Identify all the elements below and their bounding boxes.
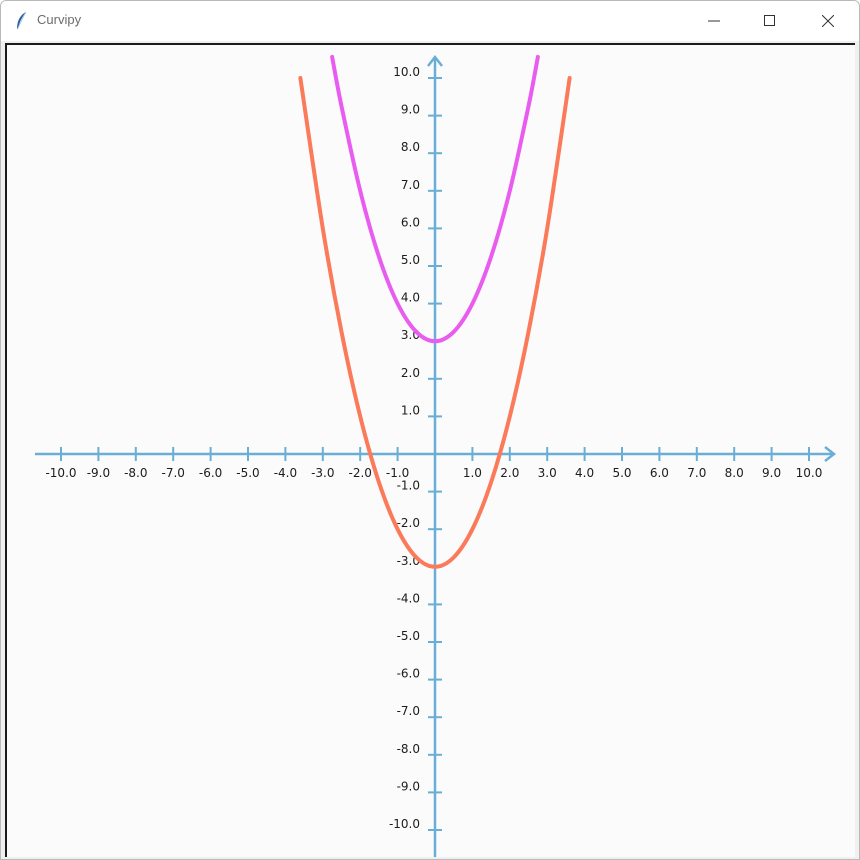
x-tick-label: 9.0 [762,466,781,480]
y-tick-label: -8.0 [397,742,420,756]
y-tick-label: 2.0 [401,366,420,380]
curves [298,54,572,569]
y-tick-label: -7.0 [397,704,420,718]
y-tick-label: -4.0 [397,591,420,605]
y-tick-label: -10.0 [389,817,420,831]
maximize-button[interactable] [747,1,793,41]
title-bar[interactable]: Curvipy [1,1,859,41]
x-tick-label: -7.0 [161,466,184,480]
y-tick-label: 1.0 [401,403,420,417]
x-tick-label: 6.0 [650,466,669,480]
y-tick-label: 5.0 [401,253,420,267]
x-tick-label: 7.0 [687,466,706,480]
y-tick-label: -5.0 [397,629,420,643]
x-tick-label: -3.0 [311,466,334,480]
x-tick-label: 3.0 [538,466,557,480]
window-title: Curvipy [37,12,82,27]
close-button[interactable] [805,1,851,41]
x-tick-label: 1.0 [463,466,482,480]
x-tick-label: -9.0 [87,466,110,480]
curve-series-2 [330,54,540,344]
x-tick-label: 10.0 [796,466,823,480]
maximize-icon [764,15,775,26]
y-axis-arrow [427,54,443,67]
x-tick-label: -10.0 [45,466,76,480]
minimize-icon [708,20,720,22]
x-axis-arrow [824,446,837,462]
x-tick-label: -4.0 [274,466,297,480]
curve-series-1 [298,76,572,569]
y-tick-label: 7.0 [401,178,420,192]
feather-icon [17,11,27,30]
x-tick-label: -2.0 [348,466,371,480]
close-icon [822,15,834,27]
x-tick-label: 8.0 [725,466,744,480]
y-tick-label: 6.0 [401,215,420,229]
minimize-button[interactable] [691,1,737,41]
x-tick-label: -6.0 [199,466,222,480]
y-tick-label: 4.0 [401,291,420,305]
y-tick-label: -9.0 [397,779,420,793]
x-tick-label: -8.0 [124,466,147,480]
y-tick-label: -6.0 [397,667,420,681]
y-tick-label: -1.0 [397,479,420,493]
y-tick-label: 9.0 [401,103,420,117]
x-tick-label: 4.0 [575,466,594,480]
y-tick-label: -2.0 [397,516,420,530]
plot-canvas [5,43,855,857]
x-tick-label: -1.0 [386,466,409,480]
x-tick-label: -5.0 [236,466,259,480]
y-tick-label: 10.0 [393,65,420,79]
x-tick-label: 2.0 [500,466,519,480]
y-tick-label: 8.0 [401,140,420,154]
x-tick-label: 5.0 [612,466,631,480]
